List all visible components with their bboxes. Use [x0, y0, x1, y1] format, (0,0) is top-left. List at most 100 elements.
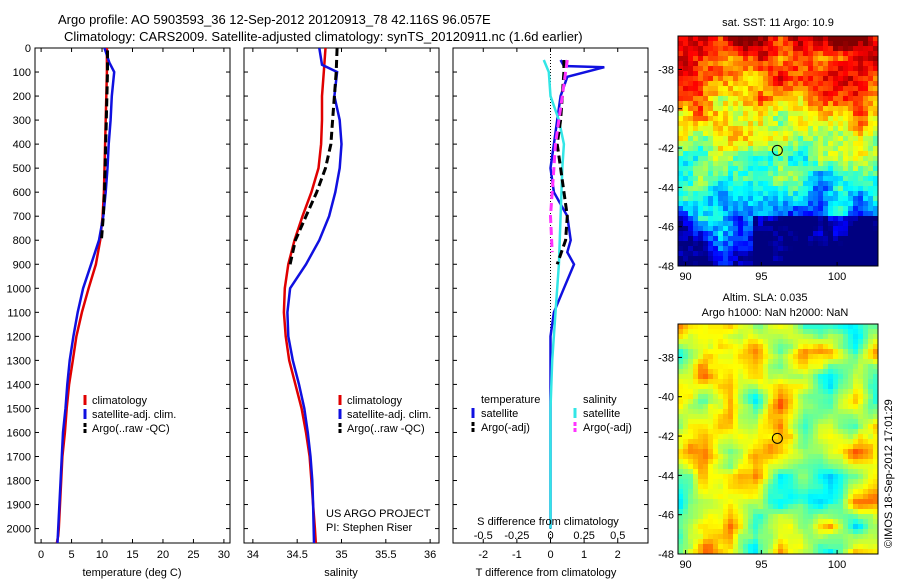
map-cell	[818, 479, 824, 485]
map-cell	[763, 484, 769, 490]
map-cell	[808, 211, 814, 217]
map-cell	[773, 479, 779, 485]
map-cell	[778, 329, 784, 335]
lat-tick-label: -38	[658, 64, 674, 76]
map-cell	[828, 504, 834, 510]
map-cell	[748, 66, 754, 72]
map-cell	[683, 111, 689, 117]
map-cell	[803, 459, 809, 465]
map-cell	[773, 216, 779, 222]
map-cell	[833, 324, 839, 330]
map-cell	[743, 434, 749, 440]
map-cell	[728, 136, 734, 142]
map-cell	[808, 131, 814, 137]
map-cell	[758, 161, 764, 167]
map-cell	[828, 161, 834, 167]
map-cell	[743, 519, 749, 525]
map-cell	[713, 484, 719, 490]
map-cell	[703, 519, 709, 525]
map-cell	[818, 329, 824, 335]
map-cell	[848, 339, 854, 345]
map-cell	[748, 374, 754, 380]
map-cell	[723, 221, 729, 227]
map-cell	[693, 524, 699, 530]
map-cell	[853, 524, 859, 530]
map-cell	[758, 226, 764, 232]
map-cell	[828, 261, 834, 266]
map-cell	[818, 51, 824, 57]
map-cell	[733, 176, 739, 182]
map-cell	[863, 216, 869, 222]
map-cell	[678, 539, 684, 545]
map-cell	[728, 61, 734, 67]
map-cell	[708, 51, 714, 57]
map-cell	[798, 211, 804, 217]
map-cell	[683, 136, 689, 142]
map-cell	[728, 489, 734, 495]
map-cell	[843, 414, 849, 420]
map-cell	[788, 66, 794, 72]
map-cell	[808, 76, 814, 82]
map-cell	[823, 544, 829, 550]
map-cell	[858, 324, 864, 330]
map-cell	[683, 494, 689, 500]
map-cell	[743, 359, 749, 365]
map-cell	[718, 241, 724, 247]
map-cell	[763, 454, 769, 460]
map-cell	[818, 256, 824, 262]
top-tick-label: -0.5	[474, 530, 493, 542]
map-cell	[708, 251, 714, 257]
map-cell	[723, 419, 729, 425]
map-cell	[713, 91, 719, 97]
depth-tick-label: 1900	[7, 500, 31, 512]
map-cell	[713, 394, 719, 400]
map-cell	[838, 464, 844, 470]
map-cell	[808, 449, 814, 455]
map-cell	[703, 384, 709, 390]
map-cell	[833, 86, 839, 92]
map-cell	[838, 549, 844, 554]
map-cell	[823, 256, 829, 262]
map-cell	[848, 389, 854, 395]
map-cell	[758, 354, 764, 360]
map-cell	[813, 399, 819, 405]
map-cell	[783, 81, 789, 87]
map-cell	[828, 251, 834, 257]
map-cell	[728, 369, 734, 375]
map-cell	[733, 494, 739, 500]
map-cell	[693, 106, 699, 112]
map-cell	[798, 324, 804, 330]
map-cell	[718, 344, 724, 350]
map-cell	[763, 414, 769, 420]
map-cell	[803, 499, 809, 505]
map-cell	[863, 101, 869, 107]
map-cell	[768, 86, 774, 92]
map-cell	[818, 339, 824, 345]
map-cell	[828, 539, 834, 545]
map-cell	[698, 256, 704, 262]
map-cell	[793, 246, 799, 252]
map-cell	[783, 211, 789, 217]
map-cell	[823, 76, 829, 82]
map-cell	[798, 364, 804, 370]
map-cell	[808, 191, 814, 197]
map-cell	[688, 524, 694, 530]
map-cell	[688, 36, 694, 42]
map-cell	[713, 106, 719, 112]
map-cell	[763, 256, 769, 262]
map-cell	[698, 66, 704, 72]
map-cell	[733, 261, 739, 266]
map-cell	[753, 469, 759, 475]
map-cell	[833, 349, 839, 355]
map-cell	[778, 46, 784, 52]
map-cell	[738, 56, 744, 62]
map-cell	[733, 61, 739, 67]
series-line-argo-raw-qc-	[288, 48, 339, 265]
map-cell	[838, 534, 844, 540]
map-cell	[808, 539, 814, 545]
map-cell	[783, 91, 789, 97]
map-cell	[768, 459, 774, 465]
map-cell	[783, 534, 789, 540]
map-cell	[828, 176, 834, 182]
map-cell	[678, 51, 684, 57]
